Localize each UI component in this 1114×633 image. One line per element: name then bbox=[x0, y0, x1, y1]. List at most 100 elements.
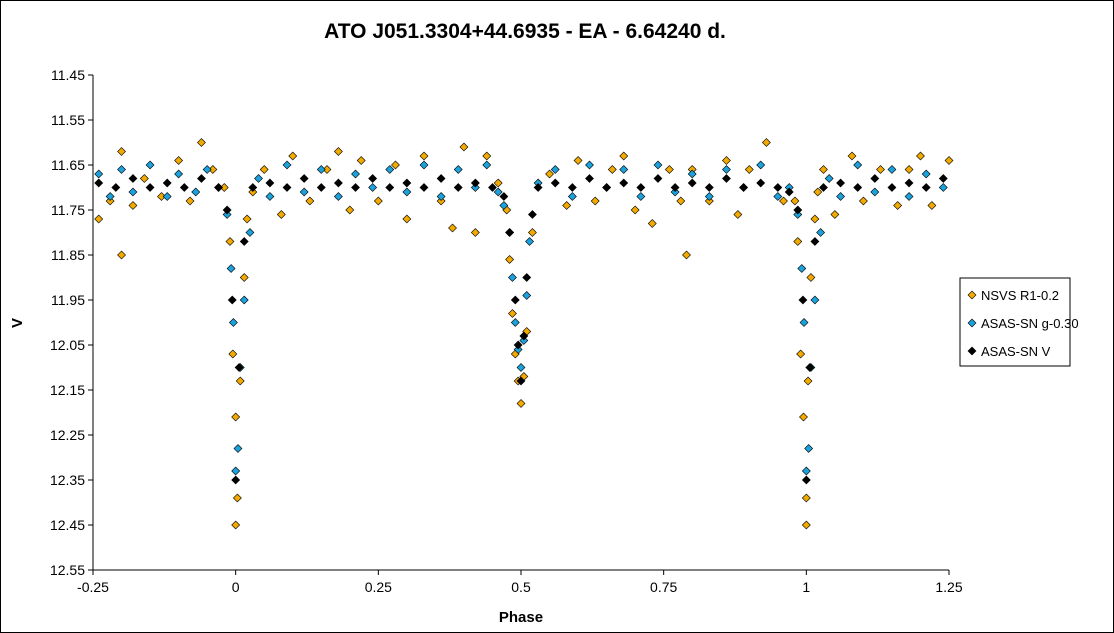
data-point bbox=[436, 196, 446, 206]
data-point bbox=[870, 174, 880, 183]
series-3 bbox=[94, 174, 948, 485]
data-point bbox=[670, 183, 680, 192]
data-point bbox=[351, 169, 360, 179]
data-point bbox=[505, 228, 515, 237]
data-point bbox=[117, 250, 126, 260]
data-point bbox=[499, 192, 509, 201]
data-point bbox=[254, 174, 263, 183]
data-point bbox=[773, 192, 783, 201]
y-tick-label: 11.65 bbox=[51, 157, 85, 173]
data-point bbox=[453, 165, 463, 174]
data-point bbox=[94, 169, 104, 179]
data-point bbox=[801, 493, 811, 503]
legend-marker bbox=[967, 290, 977, 300]
data-point bbox=[316, 183, 326, 192]
data-point bbox=[139, 174, 149, 183]
data-point bbox=[585, 160, 594, 170]
data-point bbox=[858, 196, 868, 206]
y-axis-ticks: 11.45 11.55 11.65 11.75 11.85 11.95 12.05 12.15… bbox=[50, 67, 93, 578]
data-point bbox=[508, 273, 517, 282]
data-point bbox=[214, 183, 223, 192]
data-point bbox=[185, 196, 195, 206]
data-point bbox=[373, 196, 383, 206]
data-point bbox=[853, 183, 863, 192]
data-point bbox=[602, 183, 612, 192]
data-point bbox=[402, 187, 412, 197]
data-point bbox=[259, 165, 269, 174]
data-point bbox=[225, 237, 235, 246]
data-point bbox=[904, 165, 914, 174]
data-point bbox=[756, 160, 766, 170]
data-point bbox=[470, 183, 480, 192]
data-point bbox=[876, 165, 885, 174]
data-point bbox=[704, 196, 714, 206]
x-tick-label: 1.25 bbox=[935, 579, 962, 595]
data-point bbox=[522, 273, 532, 282]
data-point bbox=[796, 349, 806, 359]
data-point bbox=[904, 178, 914, 188]
data-point bbox=[545, 169, 554, 179]
data-point bbox=[145, 183, 155, 192]
data-point bbox=[202, 165, 212, 174]
data-point bbox=[508, 309, 517, 318]
data-points bbox=[94, 138, 954, 530]
data-point bbox=[402, 178, 412, 188]
data-point bbox=[550, 178, 560, 188]
data-point bbox=[793, 210, 803, 219]
data-point bbox=[351, 183, 360, 192]
y-tick-label: 12.35 bbox=[50, 472, 85, 488]
data-point bbox=[493, 187, 503, 197]
data-point bbox=[117, 147, 126, 156]
data-point bbox=[676, 196, 686, 206]
data-point bbox=[653, 174, 663, 183]
data-point bbox=[810, 295, 820, 305]
data-point bbox=[619, 165, 629, 174]
data-point bbox=[779, 196, 788, 206]
data-point bbox=[288, 151, 298, 161]
data-point bbox=[316, 165, 326, 174]
data-point bbox=[282, 160, 292, 170]
y-tick-label: 11.95 bbox=[51, 292, 85, 308]
data-point bbox=[145, 160, 155, 170]
data-point bbox=[513, 345, 523, 354]
data-point bbox=[482, 160, 492, 170]
data-point bbox=[562, 201, 572, 210]
data-point bbox=[299, 187, 309, 197]
x-axis-ticks: -0.25 0 0.25 0.5 0.75 1 1.25 bbox=[77, 570, 963, 595]
data-point bbox=[265, 192, 275, 201]
data-point bbox=[231, 475, 241, 485]
y-tick-label: 12.25 bbox=[50, 427, 85, 443]
data-point bbox=[847, 151, 857, 161]
data-point bbox=[761, 138, 771, 147]
data-point bbox=[482, 151, 492, 161]
data-point bbox=[938, 174, 948, 183]
data-point bbox=[368, 183, 378, 192]
data-point bbox=[510, 295, 520, 305]
data-point bbox=[499, 201, 509, 210]
data-point bbox=[111, 183, 121, 192]
data-point bbox=[333, 192, 343, 201]
x-axis-label: Phase bbox=[499, 609, 543, 626]
data-point bbox=[282, 183, 292, 192]
data-point bbox=[573, 156, 583, 165]
data-point bbox=[162, 192, 172, 201]
data-point bbox=[853, 160, 863, 170]
data-point bbox=[197, 138, 206, 147]
legend-label: ASAS-SN V bbox=[981, 344, 1051, 359]
data-point bbox=[704, 183, 714, 192]
data-point bbox=[733, 210, 743, 219]
data-point bbox=[784, 187, 794, 197]
data-point bbox=[436, 192, 446, 201]
data-point bbox=[179, 183, 189, 192]
data-point bbox=[944, 156, 954, 165]
data-point bbox=[222, 205, 232, 215]
data-point bbox=[234, 363, 244, 372]
data-point bbox=[117, 165, 126, 174]
data-point bbox=[664, 165, 674, 174]
data-point bbox=[385, 183, 395, 192]
data-point bbox=[128, 201, 138, 210]
data-point bbox=[799, 318, 809, 327]
data-point bbox=[522, 291, 532, 300]
data-point bbox=[493, 178, 503, 188]
